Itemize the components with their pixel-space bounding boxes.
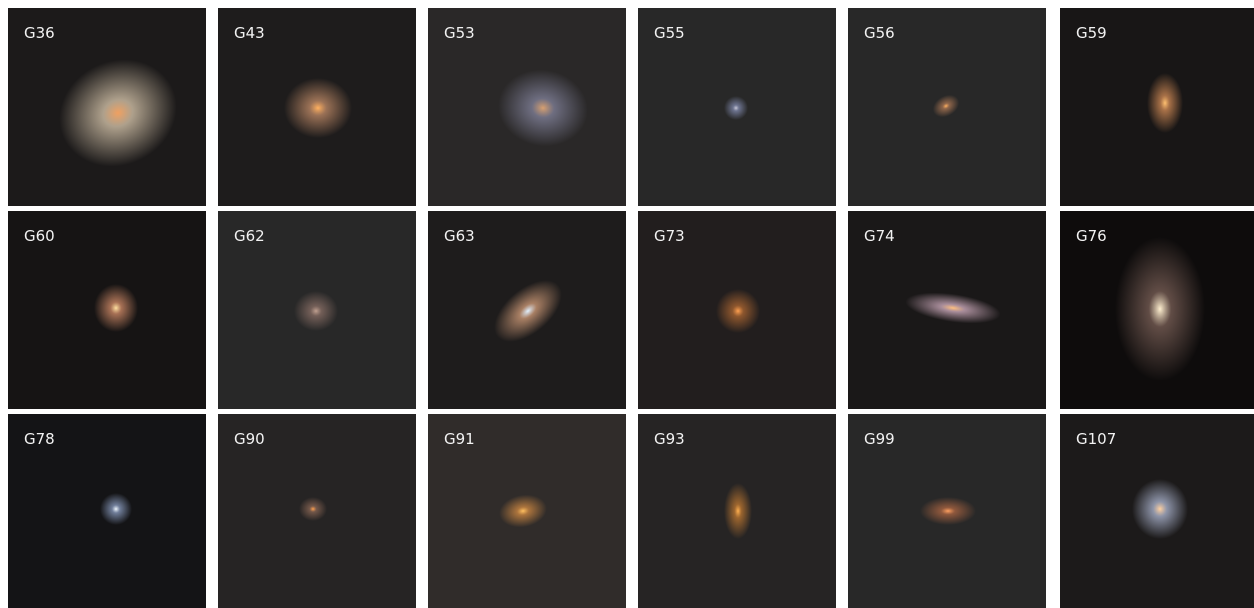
galaxy-label: G59 xyxy=(1076,24,1107,42)
galaxy-label: G93 xyxy=(654,430,685,448)
galaxy-image xyxy=(498,69,588,147)
galaxy-label: G60 xyxy=(24,227,55,245)
galaxy-image xyxy=(94,284,138,332)
galaxy-tile: G73 xyxy=(638,211,836,409)
galaxy-label: G56 xyxy=(864,24,895,42)
galaxy-image xyxy=(1115,237,1205,381)
galaxy-image xyxy=(494,280,562,342)
galaxy-label: G53 xyxy=(444,24,475,42)
galaxy-label: G78 xyxy=(24,430,55,448)
galaxy-label: G73 xyxy=(654,227,685,245)
galaxy-tile: G107 xyxy=(1060,414,1254,608)
galaxy-tile: G90 xyxy=(218,414,416,608)
galaxy-image xyxy=(920,497,976,525)
galaxy-tile: G74 xyxy=(848,211,1046,409)
galaxy-tile: G59 xyxy=(1060,8,1254,206)
galaxy-tile: G76 xyxy=(1060,211,1254,409)
galaxy-tile: G56 xyxy=(848,8,1046,206)
galaxy-label: G63 xyxy=(444,227,475,245)
galaxy-label: G91 xyxy=(444,430,475,448)
galaxy-image xyxy=(724,96,748,120)
galaxy-tile: G93 xyxy=(638,414,836,608)
galaxy-image xyxy=(1147,73,1183,133)
galaxy-label: G107 xyxy=(1076,430,1117,448)
galaxy-tile: G36 xyxy=(8,8,206,206)
galaxy-tile: G53 xyxy=(428,8,626,206)
galaxy-image xyxy=(284,78,352,138)
galaxy-label: G36 xyxy=(24,24,55,42)
galaxy-label: G74 xyxy=(864,227,895,245)
galaxy-tile: G43 xyxy=(218,8,416,206)
galaxy-image xyxy=(932,94,960,118)
galaxy-image xyxy=(294,291,338,331)
galaxy-image xyxy=(905,292,1001,324)
galaxy-label: G90 xyxy=(234,430,265,448)
galaxy-tile: G78 xyxy=(8,414,206,608)
galaxy-tile: G60 xyxy=(8,211,206,409)
galaxy-label: G62 xyxy=(234,227,265,245)
galaxy-label: G76 xyxy=(1076,227,1107,245)
galaxy-tile: G62 xyxy=(218,211,416,409)
galaxy-tile: G99 xyxy=(848,414,1046,608)
galaxy-image xyxy=(100,493,132,525)
galaxy-image xyxy=(724,483,752,539)
galaxy-label: G99 xyxy=(864,430,895,448)
galaxy-tile: G55 xyxy=(638,8,836,206)
galaxy-image xyxy=(59,59,177,167)
galaxy-tile: G63 xyxy=(428,211,626,409)
galaxy-image xyxy=(1132,479,1188,539)
galaxy-label: G43 xyxy=(234,24,265,42)
galaxy-image xyxy=(299,497,327,521)
galaxy-image xyxy=(716,289,760,333)
galaxy-tile: G91 xyxy=(428,414,626,608)
galaxy-image xyxy=(499,494,547,528)
galaxy-label: G55 xyxy=(654,24,685,42)
